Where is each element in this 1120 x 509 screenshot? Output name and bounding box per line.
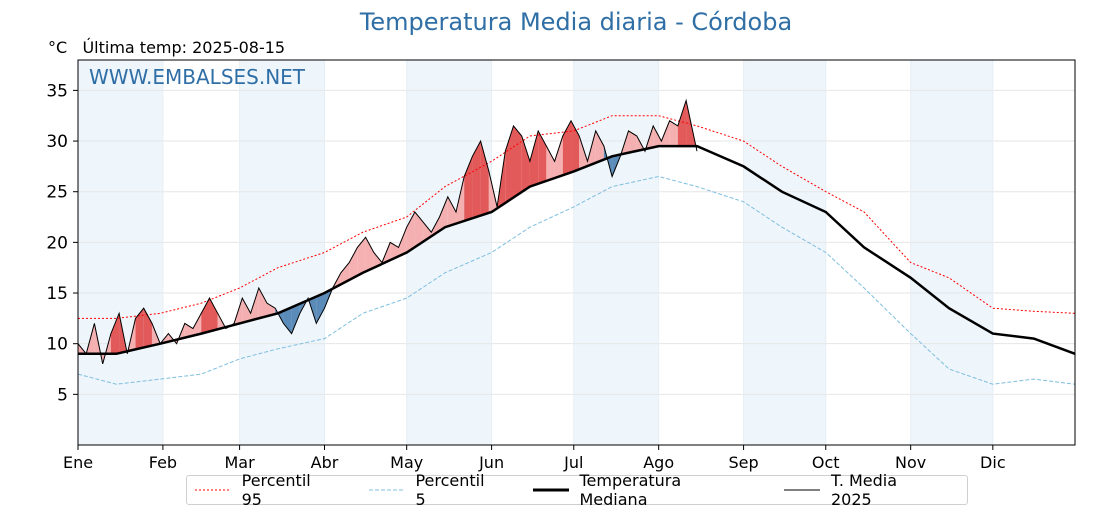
month-shade-ene (78, 60, 163, 445)
anomaly-above-fill (628, 130, 637, 153)
anomaly-above-fill (455, 176, 465, 224)
anomaly-above-fill (521, 135, 530, 193)
anomaly-above-fill (472, 141, 481, 219)
anomaly-above-fill (447, 196, 456, 227)
anomaly-above-fill (143, 308, 152, 348)
anomaly-above-fill (538, 130, 547, 184)
legend-label-median: Temperatura Mediana (579, 471, 682, 509)
series-line-percentil-95 (78, 115, 1076, 319)
last-temp-label: Última temp: 2025-08-15 (82, 38, 286, 57)
anomaly-above-fill (653, 125, 662, 148)
chart-subtitle: °C Última temp: 2025-08-15 (48, 38, 285, 57)
legend-swatch-year (784, 489, 821, 491)
anomaly-above-fill (365, 237, 374, 272)
anomaly-above-fill (357, 237, 366, 276)
anomaly-above-fill (554, 135, 563, 179)
legend-item-median: Temperatura Mediana (531, 471, 748, 509)
chart-title: Temperatura Media diaria - Córdoba (359, 8, 793, 36)
month-shade-sep (743, 60, 826, 445)
x-tick-label: Feb (149, 453, 177, 472)
anomaly-above-fill (193, 313, 202, 336)
anomaly-above-fill (349, 247, 358, 280)
legend-label-p5: Percentil 5 (415, 471, 485, 509)
x-tick-label: May (390, 453, 423, 472)
x-tick-label: Ago (643, 453, 674, 472)
x-tick-label: Dic (980, 453, 1006, 472)
anomaly-above-fill (513, 125, 522, 198)
anomaly-above-fill (562, 120, 572, 176)
legend-swatch-median (532, 488, 569, 492)
anomaly-above-fill (209, 298, 218, 332)
legend-label-year: T. Media 2025 (830, 471, 898, 509)
y-tick-label: 20 (46, 233, 68, 253)
anomaly-above-fill (266, 303, 276, 317)
anomaly-above-fill (102, 333, 111, 364)
y-tick-label: 30 (46, 132, 68, 152)
y-tick-label: 5 (57, 385, 68, 405)
month-shade-mar (239, 60, 325, 445)
legend-item-year: T. Media 2025 (782, 471, 939, 509)
month-shade-may (406, 60, 492, 445)
plot-frame (77, 59, 1076, 446)
legend-swatch-p95 (195, 489, 231, 491)
anomaly-above-fill (110, 313, 120, 354)
anomaly-above-fill (595, 130, 604, 163)
anomaly-below-fill (291, 303, 300, 334)
x-tick-label: Mar (225, 453, 256, 472)
legend: Percentil 95 Percentil 5 Temperatura Med… (186, 471, 968, 509)
x-tick-label: Jul (563, 453, 583, 472)
temperature-chart: 5 10 15 20 25 30 35 Ene Feb Mar Abr May Jun Jul Ago Sep… (46, 59, 1076, 472)
y-tick-label: 15 (46, 284, 68, 304)
y-tick-label: 10 (46, 335, 68, 355)
anomaly-above-fill (390, 242, 399, 261)
anomaly-above-fill (250, 287, 259, 321)
anomaly-above-fill (669, 120, 678, 147)
watermark: WWW.EMBALSES.NET (89, 65, 306, 89)
anomaly-above-fill (579, 135, 588, 170)
unit-label: °C (48, 38, 68, 57)
month-shade-jul (573, 60, 659, 445)
month-shade-nov (910, 60, 993, 445)
anomaly-above-fill (258, 287, 267, 319)
series-line-2025 (77, 98, 698, 365)
anomaly-above-fill (242, 298, 251, 323)
anomaly-above-fill (414, 211, 424, 248)
y-tick-label: 25 (46, 183, 68, 203)
anomaly-below-fill (283, 307, 292, 334)
anomaly-above-fill (677, 100, 687, 147)
series-line-mediana (78, 144, 1076, 356)
x-tick-label: Nov (895, 453, 926, 472)
anomaly-above-fill (480, 141, 489, 216)
legend-item-p95: Percentil 95 (193, 471, 333, 509)
legend-swatch-p5 (368, 489, 405, 491)
anomaly-above-fill (135, 308, 144, 350)
anomaly-above-fill (571, 120, 580, 173)
x-tick-label: Oct (812, 453, 840, 472)
anomaly-above-fill (184, 323, 194, 338)
anomaly-above-fill (439, 196, 448, 231)
anomaly-above-fill (340, 262, 350, 285)
anomaly-above-fill (546, 146, 555, 181)
series-line-percentil-5 (77, 175, 1076, 385)
x-tick-label: Jun (478, 453, 504, 472)
x-tick-label: Abr (311, 453, 339, 472)
anomaly-above-fill (406, 211, 415, 253)
x-tick-label: Ene (63, 453, 93, 472)
anomaly-above-fill (201, 298, 210, 334)
legend-label-p95: Percentil 95 (241, 471, 311, 509)
anomaly-above-fill (398, 227, 407, 257)
anomaly-below-fill (316, 293, 325, 324)
legend-item-p5: Percentil 5 (367, 471, 497, 509)
y-tick-label: 35 (46, 81, 68, 101)
anomaly-above-fill (529, 130, 539, 187)
x-tick-label: Sep (729, 453, 759, 472)
